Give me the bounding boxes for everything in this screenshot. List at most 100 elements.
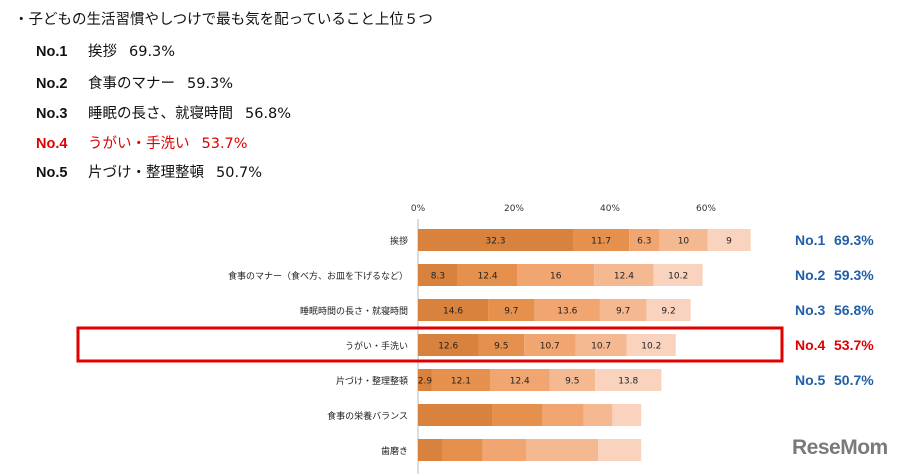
rank-line-2: No.2 食事のマナー 59.3% — [36, 72, 233, 93]
bar-value-label: 13.8 — [618, 377, 638, 387]
rank-value: 59.3% — [187, 76, 234, 92]
rank-line-3: No.3 睡眠の長さ、就寝時間 56.8% — [36, 102, 291, 123]
category-label: 挨拶 — [390, 235, 408, 247]
bar-segment — [418, 229, 574, 251]
rank-number: No.4 — [36, 136, 68, 152]
bar-segment — [646, 299, 691, 321]
bar-segment — [629, 229, 660, 251]
bar-value-label: 14.6 — [443, 307, 463, 317]
bar-segment — [583, 404, 613, 426]
bar-segment — [542, 404, 584, 426]
annotation-value: 56.8% — [834, 302, 874, 318]
bar-value-label: 9.7 — [616, 307, 630, 317]
bar-segment — [598, 439, 642, 461]
bar-segment — [492, 404, 543, 426]
annotation-value: 69.3% — [834, 232, 874, 248]
bar-segment — [549, 369, 596, 391]
bar-segment — [490, 369, 550, 391]
bar-segment — [418, 264, 458, 286]
bar-segment — [526, 439, 598, 461]
bar-segment — [599, 299, 647, 321]
bar-value-label: 9.5 — [565, 377, 579, 387]
category-label: 食事の栄養バランス — [327, 410, 408, 422]
rank-number: No.1 — [36, 44, 68, 60]
bar-segment — [534, 299, 600, 321]
bar-value-label: 12.6 — [438, 342, 458, 352]
bar-segment — [418, 404, 493, 426]
x-tick-label: 20% — [504, 204, 524, 214]
bar-value-label: 10.7 — [540, 342, 560, 352]
bar-segment — [418, 334, 479, 356]
bar-segment — [575, 334, 627, 356]
category-label: うがい・手洗い — [345, 340, 408, 352]
bar-value-label: 9.7 — [504, 307, 518, 317]
bar-segment — [594, 264, 654, 286]
bar-segment — [517, 264, 595, 286]
bar-segment — [482, 439, 526, 461]
bar-segment — [442, 439, 483, 461]
x-tick-label: 0% — [411, 204, 426, 214]
page-heading: ・子どもの生活習慣やしつけで最も気を配っていること上位５つ — [14, 12, 433, 28]
rank-value: 53.7% — [201, 136, 248, 152]
bar-segment — [612, 404, 642, 426]
bar-segment — [626, 334, 676, 356]
category-label: 片づけ・整理整頓 — [336, 375, 408, 387]
rank-value: 56.8% — [245, 106, 292, 122]
rank-label: 挨拶 — [88, 44, 117, 60]
rank-number: No.3 — [36, 106, 68, 122]
bar-segment — [431, 369, 490, 391]
annotation-value: 50.7% — [834, 372, 874, 388]
bar-value-label: 12.1 — [451, 377, 471, 387]
bar-value-label: 13.6 — [557, 307, 577, 317]
bar-value-label: 10.2 — [641, 342, 661, 352]
resemom-logo: ReseMom — [792, 436, 888, 459]
rank-label: 睡眠の長さ、就寝時間 — [88, 106, 233, 122]
x-tick-label: 60% — [696, 204, 716, 214]
rank-line-5: No.5 片づけ・整理整頓 50.7% — [36, 161, 262, 182]
bar-value-label: 10 — [678, 237, 690, 247]
bar-segment — [488, 299, 535, 321]
bar-value-label: 10.2 — [668, 272, 688, 282]
bar-segment — [573, 229, 630, 251]
bar-value-label: 12.4 — [478, 272, 498, 282]
annotation-rank: No.1 — [795, 232, 826, 248]
rank-value: 50.7% — [216, 165, 263, 181]
annotation-value: 59.3% — [834, 267, 874, 283]
rank-label: うがい・手洗い — [88, 136, 190, 152]
bar-value-label: 12.4 — [614, 272, 634, 282]
rank-label: 片づけ・整理整頓 — [88, 165, 204, 181]
x-tick-label: 40% — [600, 204, 620, 214]
category-label: 歯磨き — [381, 445, 408, 457]
bar-segment — [457, 264, 518, 286]
bar-segment — [653, 264, 703, 286]
bar-value-label: 16 — [550, 272, 562, 282]
bar-value-label: 6.3 — [637, 237, 651, 247]
bar-value-label: 12.4 — [510, 377, 530, 387]
bar-segment — [418, 439, 442, 461]
annotation-rank: No.5 — [795, 372, 826, 388]
rank-label: 食事のマナー — [88, 76, 175, 92]
bar-segment — [659, 229, 708, 251]
bar-segment — [524, 334, 576, 356]
category-label: 食事のマナー（食べ方、お皿を下げるなど） — [228, 270, 408, 282]
bar-segment — [418, 299, 489, 321]
bar-value-label: 9.5 — [494, 342, 508, 352]
bar-value-label: 9.2 — [661, 307, 675, 317]
bar-segment — [595, 369, 662, 391]
bar-segment — [478, 334, 525, 356]
category-label: 睡眠時間の長さ・就寝時間 — [300, 305, 408, 317]
annotation-rank: No.3 — [795, 302, 826, 318]
bar-value-label: 2.9 — [418, 377, 433, 387]
bar-value-label: 9 — [726, 237, 732, 247]
bar-value-label: 11.7 — [591, 237, 611, 247]
rank-value: 69.3% — [129, 44, 176, 60]
bar-value-label: 10.7 — [591, 342, 611, 352]
highlight-box — [76, 326, 784, 363]
bar-value-label: 8.3 — [431, 272, 445, 282]
annotation-value: 53.7% — [834, 337, 874, 353]
annotation-rank: No.2 — [795, 267, 826, 283]
annotation-rank: No.4 — [795, 337, 826, 353]
rank-line-1: No.1 挨拶 69.3% — [36, 40, 175, 61]
rank-number: No.2 — [36, 76, 68, 92]
